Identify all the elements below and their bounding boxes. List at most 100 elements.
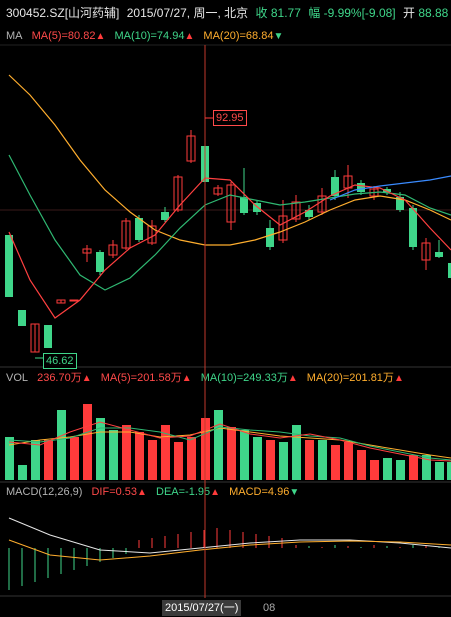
open-label: 开	[402, 6, 415, 20]
high-price-label: 92.95	[213, 110, 247, 126]
volume-bar	[18, 465, 27, 480]
arrow-down-icon: ▼	[289, 487, 300, 498]
arrow-up-icon: ▲	[81, 373, 92, 384]
ma5-line	[8, 177, 451, 319]
volume-bar	[31, 440, 40, 480]
candle-up	[108, 244, 118, 256]
candle-down	[96, 252, 104, 272]
vol-ma10-value: MA(10)=249.33万▲	[200, 372, 298, 384]
candle-up	[30, 323, 40, 353]
candle-up	[213, 187, 223, 195]
candle-up	[186, 135, 196, 162]
volume-bar	[96, 418, 105, 480]
candle-down	[448, 263, 451, 278]
candle-down	[161, 212, 169, 220]
candle-down	[435, 252, 443, 257]
ma-extra-line	[329, 175, 451, 201]
arrow-up-icon: ▲	[181, 373, 192, 384]
dea-value: DEA=-1.95▲	[156, 486, 221, 498]
stock-name: [山河药辅]	[64, 6, 120, 20]
volume-bar	[227, 427, 236, 480]
volume-bar	[447, 462, 451, 480]
volume-bar	[435, 462, 444, 480]
candle-down	[305, 210, 313, 217]
candle-up	[121, 220, 131, 249]
stock-header: 300452.SZ[山河药辅] 2015/07/27, 周一, 北京 收 81.…	[0, 0, 451, 26]
candle-up	[56, 299, 66, 304]
candle-down	[5, 235, 13, 297]
macd-value: MACD=4.96▼	[229, 486, 300, 498]
low-price-label: 46.62	[43, 353, 77, 369]
volume-bar	[370, 460, 379, 480]
arrow-up-icon: ▲	[393, 373, 404, 384]
volume-bar	[292, 425, 301, 480]
ma10-line	[8, 154, 451, 291]
candle-down	[396, 197, 404, 210]
vol-ma20-value: MA(20)=201.81万▲	[306, 372, 404, 384]
ma-label: MA	[6, 30, 23, 42]
candle-down	[135, 218, 143, 240]
vol-ma5-line	[8, 421, 451, 462]
candle-up	[69, 299, 79, 302]
volume-bar	[266, 440, 275, 480]
volume-bar	[331, 445, 340, 480]
volume-bar	[70, 437, 79, 480]
arrow-up-icon: ▲	[287, 373, 298, 384]
candle-down	[266, 228, 274, 247]
volume-bar	[240, 430, 249, 480]
volume-bar	[187, 437, 196, 480]
ma-legend: MA MA(5)=80.82▲ MA(10)=74.94▲ MA(20)=68.…	[0, 28, 451, 44]
vol-legend: VOL 236.70万▲ MA(5)=201.58万▲ MA(10)=249.3…	[0, 370, 451, 386]
volume-bar	[148, 440, 157, 480]
ma5-value: MA(5)=80.82▲	[31, 30, 106, 42]
candle-down	[409, 208, 417, 247]
candle-down	[44, 325, 52, 348]
candle-up	[278, 215, 288, 241]
candle-up	[173, 176, 183, 211]
ma10-value: MA(10)=74.94▲	[114, 30, 195, 42]
arrow-down-icon: ▼	[273, 31, 284, 42]
time-tick-08: 08	[263, 602, 276, 614]
volume-bar	[57, 410, 66, 480]
volume-bar	[279, 442, 288, 480]
open-value: 88.88	[418, 6, 449, 20]
candle-down	[357, 183, 365, 192]
volume-bar	[161, 425, 170, 480]
volume-bar	[253, 437, 262, 480]
vol-ma5-value: MA(5)=201.58万▲	[100, 372, 192, 384]
candle-down	[240, 197, 248, 213]
ma20-line	[8, 74, 451, 246]
volume-bar	[422, 455, 431, 480]
volume-bar	[122, 425, 131, 480]
selected-date-label: 2015/07/27(一)	[162, 600, 242, 616]
volume-bar	[305, 440, 314, 480]
arrow-up-icon: ▲	[210, 487, 221, 498]
arrow-up-icon: ▲	[137, 487, 147, 498]
candle-up	[291, 201, 301, 220]
vol-ma20-line	[8, 427, 451, 459]
close-label: 收	[255, 6, 268, 20]
volume-bar	[344, 442, 353, 480]
volume-bar	[396, 460, 405, 480]
macd-legend: MACD(12,26,9) DIF=0.53▲ DEA=-1.95▲ MACD=…	[0, 484, 451, 500]
candle-up	[82, 248, 92, 254]
candle-down	[18, 310, 26, 326]
vol-value: 236.70万▲	[37, 372, 92, 384]
change-value: -9.99%[-9.08]	[323, 6, 396, 20]
ma20-value: MA(20)=68.84▼	[203, 30, 284, 42]
candle-down	[331, 177, 339, 196]
stock-code: 300452.SZ	[6, 6, 65, 20]
volume-bar	[174, 442, 183, 480]
quote-date: 2015/07/27, 周一, 北京	[126, 6, 249, 20]
close-value: 81.77	[270, 6, 301, 20]
volume-bar	[409, 455, 418, 480]
arrow-up-icon: ▲	[95, 31, 106, 42]
candle-down	[253, 203, 261, 212]
macd-label: MACD(12,26,9)	[6, 486, 83, 498]
volume-bar	[44, 440, 53, 480]
volume-bar	[5, 437, 14, 480]
vol-label: VOL	[6, 372, 29, 384]
volume-bar	[135, 432, 144, 480]
volume-bar	[109, 430, 118, 480]
